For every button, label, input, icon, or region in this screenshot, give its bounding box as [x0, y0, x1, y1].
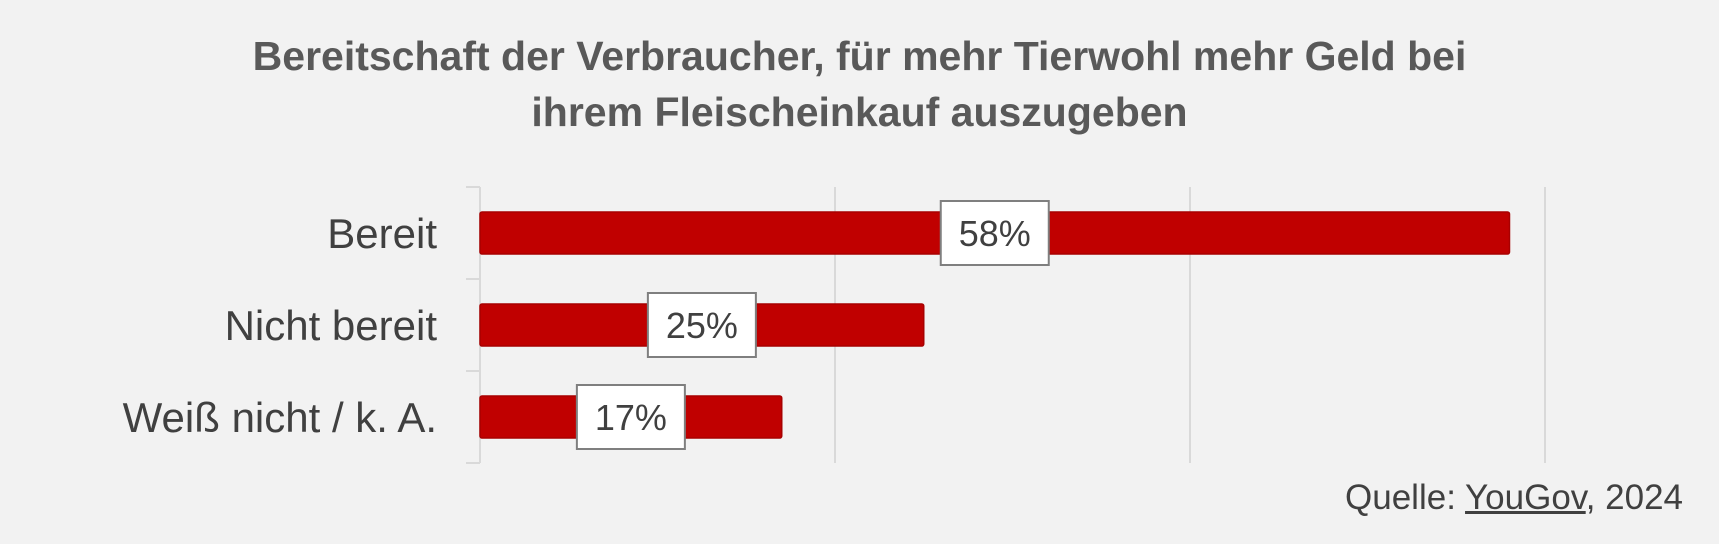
data-label-1: 58% — [959, 213, 1031, 254]
source-prefix: Quelle: — [1345, 478, 1466, 517]
data-label-box-2 — [646, 292, 757, 358]
chart-title: Bereitschaft der Verbraucher, für mehr T… — [0, 28, 1719, 140]
data-label-2: 25% — [666, 305, 738, 346]
category-label-1: Bereit — [327, 210, 437, 257]
category-label-3: Weiß nicht / k. A. — [123, 394, 437, 441]
chart-title-line-1: Bereitschaft der Verbraucher, für mehr T… — [252, 33, 1467, 79]
data-label-box-3 — [575, 384, 686, 450]
category-label-2: Nicht bereit — [225, 302, 438, 349]
data-label-3: 17% — [595, 397, 667, 438]
source-line: Quelle: YouGov, 2024 — [1345, 478, 1683, 518]
data-label-box-1 — [939, 200, 1050, 266]
chart-title-line-2: ihrem Fleischeinkauf auszugeben — [531, 89, 1188, 135]
source-link[interactable]: YouGov — [1465, 478, 1586, 517]
category-labels: Bereit Nicht bereit Weiß nicht / k. A. — [123, 210, 438, 441]
category-axis — [466, 186, 481, 464]
data-labels: 58% 25% 17% — [575, 200, 1050, 450]
source-suffix: , 2024 — [1585, 478, 1683, 517]
